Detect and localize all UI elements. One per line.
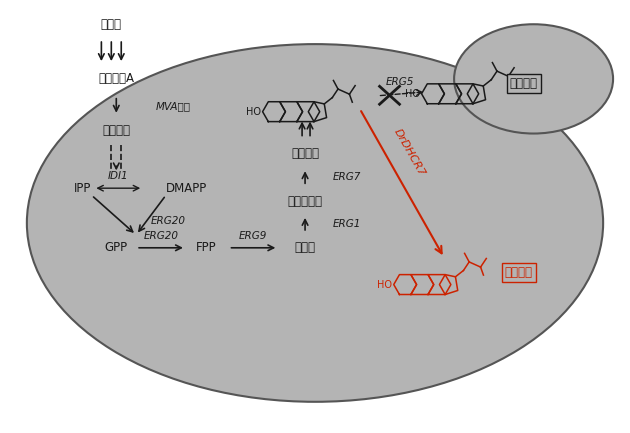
Text: DMAPP: DMAPP <box>166 182 207 195</box>
Text: ERG20: ERG20 <box>151 216 186 226</box>
Text: 羊毛甸醇: 羊毛甸醇 <box>291 147 319 160</box>
Text: IPP: IPP <box>74 182 91 195</box>
Text: 甲羟戊酸: 甲羟戊酸 <box>102 124 130 137</box>
Text: HO: HO <box>377 280 392 290</box>
Text: ERG1: ERG1 <box>333 219 361 229</box>
Text: HO: HO <box>246 107 261 116</box>
Ellipse shape <box>27 44 603 402</box>
Text: MVA途径: MVA途径 <box>156 101 191 111</box>
Text: 麦角固醇: 麦角固醇 <box>510 78 537 90</box>
Text: 葡萄糖: 葡萄糖 <box>101 18 122 31</box>
Text: 菜油甸醇: 菜油甸醇 <box>505 266 533 279</box>
Text: IDI1: IDI1 <box>108 171 129 181</box>
Text: 乙酰辅醁A: 乙酰辅醁A <box>98 72 134 85</box>
Text: 角鲨烯: 角鲨烯 <box>295 241 316 254</box>
Text: ERG7: ERG7 <box>333 172 361 182</box>
Text: HO: HO <box>404 89 420 99</box>
Text: ERG20: ERG20 <box>144 231 178 241</box>
Text: FPP: FPP <box>195 241 216 254</box>
Text: ERG5: ERG5 <box>386 77 414 87</box>
Text: ERG9: ERG9 <box>239 231 268 241</box>
Text: 环氧角鲨烯: 环氧角鲨烯 <box>287 194 323 207</box>
Text: DrDHCR7: DrDHCR7 <box>392 127 427 178</box>
Text: GPP: GPP <box>105 241 128 254</box>
Ellipse shape <box>454 24 613 133</box>
